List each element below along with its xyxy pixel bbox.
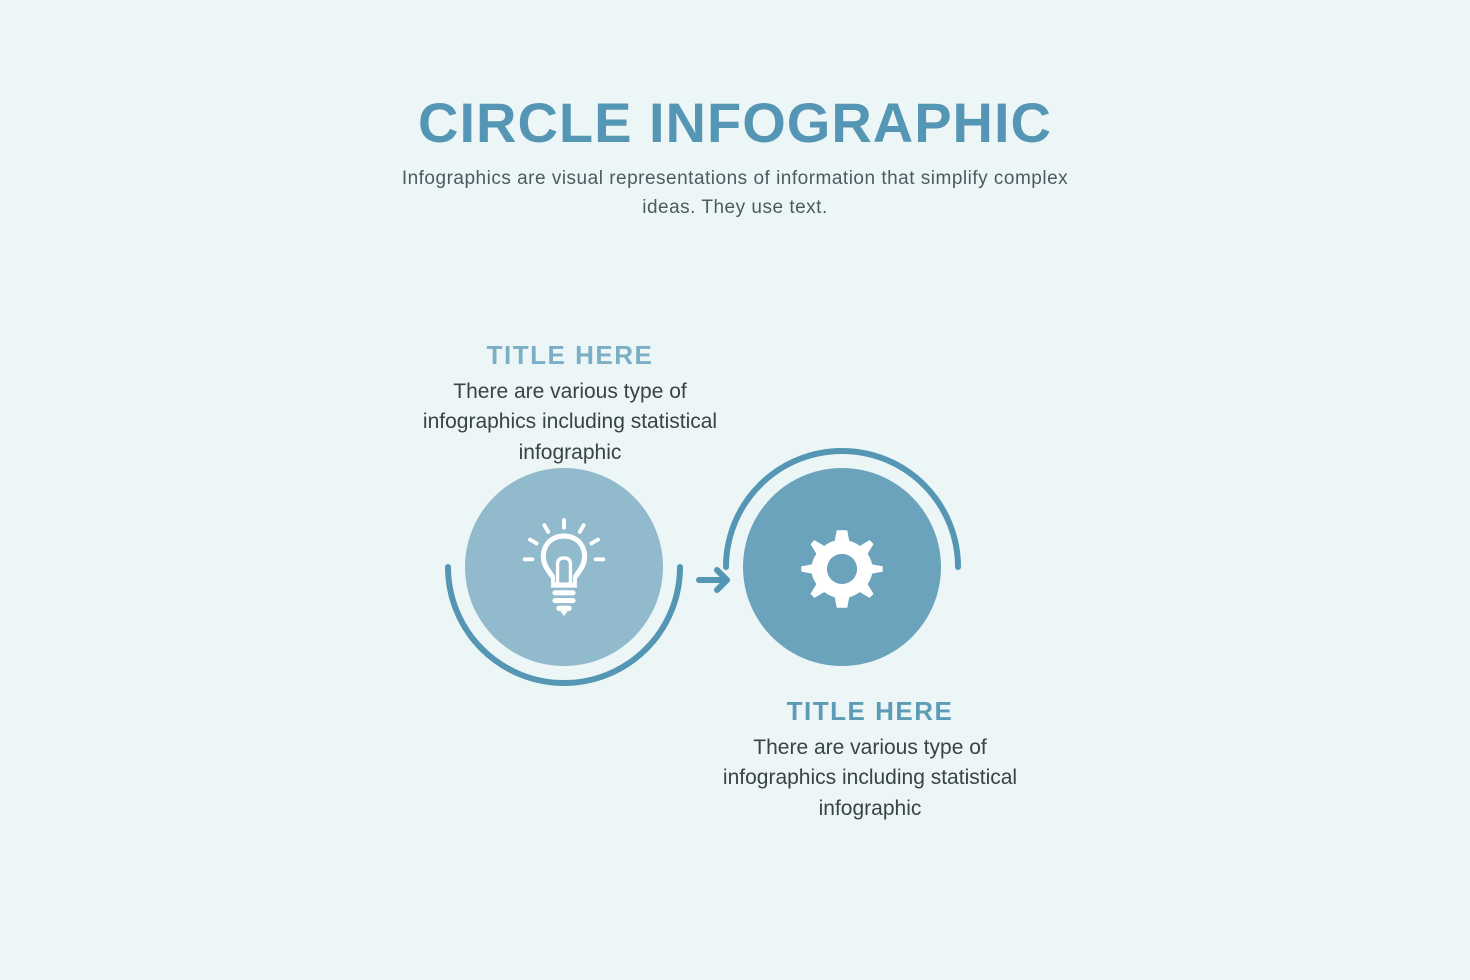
circle-group-2 bbox=[743, 468, 941, 666]
lightbulb-icon bbox=[520, 518, 608, 616]
circle-1 bbox=[465, 468, 663, 666]
infographic-canvas: CIRCLE INFOGRAPHIC Infographics are visu… bbox=[0, 0, 1470, 980]
diagram: TITLE HERE There are various type of inf… bbox=[385, 340, 1085, 860]
main-title: CIRCLE INFOGRAPHIC bbox=[385, 95, 1085, 151]
item-1-title: TITLE HERE bbox=[405, 340, 735, 371]
header: CIRCLE INFOGRAPHIC Infographics are visu… bbox=[385, 95, 1085, 222]
item-1-text: TITLE HERE There are various type of inf… bbox=[405, 340, 735, 468]
item-1-body: There are various type of infographics i… bbox=[405, 377, 735, 468]
circle-group-1 bbox=[465, 468, 663, 666]
item-2-body: There are various type of infographics i… bbox=[705, 733, 1035, 824]
item-2-text: TITLE HERE There are various type of inf… bbox=[705, 696, 1035, 824]
arrow-icon bbox=[695, 558, 739, 602]
item-2-title: TITLE HERE bbox=[705, 696, 1035, 727]
circle-2 bbox=[743, 468, 941, 666]
gear-icon bbox=[800, 525, 884, 609]
subtitle: Infographics are visual representations … bbox=[385, 165, 1085, 222]
